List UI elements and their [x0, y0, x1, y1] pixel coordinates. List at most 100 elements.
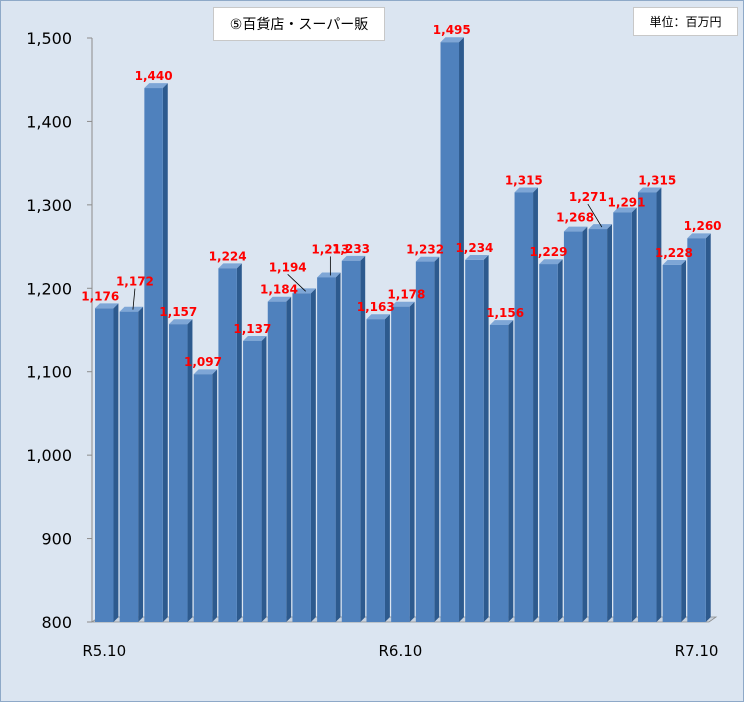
bar-side [409, 301, 415, 622]
bar-top [144, 83, 168, 89]
data-label: 1,228 [655, 246, 693, 260]
bar-top [243, 335, 267, 341]
bar-top [440, 37, 464, 43]
data-label: 1,291 [608, 195, 646, 209]
bar [563, 231, 583, 622]
bar [415, 261, 435, 622]
bar-side [681, 260, 687, 622]
bar [613, 212, 632, 622]
data-label: 1,194 [269, 260, 307, 274]
bar [267, 301, 287, 622]
bar-side [212, 369, 218, 622]
bar-side [631, 207, 637, 623]
data-label: 1,184 [260, 283, 298, 297]
bar-top [169, 319, 193, 325]
x-tick-label: R6.10 [378, 642, 422, 660]
data-label: 1,137 [233, 322, 271, 336]
bar [489, 324, 509, 622]
bar [144, 88, 163, 623]
bar-top [588, 224, 612, 230]
bar [366, 319, 385, 622]
y-tick-label: 1,500 [26, 29, 72, 48]
bar [440, 42, 460, 622]
data-label: 1,163 [357, 300, 395, 314]
data-label: 1,495 [433, 23, 471, 37]
bar-top [465, 255, 489, 260]
bar-side [310, 288, 316, 622]
bar [588, 229, 608, 622]
bar-top [415, 256, 440, 262]
y-tick-label: 900 [41, 530, 72, 549]
bar [119, 311, 139, 622]
bar-top [267, 296, 292, 302]
label-leader-line [132, 288, 136, 310]
bar-top [613, 207, 637, 213]
bar [341, 260, 361, 622]
data-label: 1,176 [81, 289, 119, 303]
data-label: 1,157 [159, 305, 197, 319]
y-tick-label: 800 [41, 613, 72, 632]
bar-side [261, 335, 267, 622]
bar [169, 324, 188, 622]
bar-side [582, 226, 588, 622]
bar [662, 264, 682, 622]
bar [218, 268, 237, 622]
data-label: 1,234 [455, 241, 493, 255]
bar-side [656, 187, 662, 622]
bar-side [286, 296, 292, 622]
x-tick-label: R5.10 [82, 642, 126, 660]
data-label: 1,172 [116, 275, 154, 289]
bar-top [292, 288, 316, 294]
bar-top [514, 187, 538, 193]
data-label: 1,315 [638, 173, 676, 187]
bar-side [533, 187, 538, 622]
bar-top [366, 314, 390, 320]
data-label: 1,156 [486, 306, 524, 320]
data-label: 1,229 [530, 245, 568, 259]
data-label: 1,233 [332, 242, 370, 256]
data-label: 1,097 [184, 355, 222, 369]
bar-top [637, 187, 662, 193]
bar-side [113, 303, 119, 622]
bar [243, 340, 262, 622]
bar-side [607, 224, 612, 622]
data-label: 1,213 [311, 242, 349, 256]
data-label: 1,315 [505, 173, 543, 187]
y-tick-label: 1,100 [26, 363, 72, 382]
bar-side [557, 259, 563, 622]
bar-side [508, 320, 514, 622]
data-label: 1,271 [569, 190, 607, 204]
data-label: 1,178 [387, 288, 425, 302]
bar-top [341, 255, 366, 261]
bar [514, 192, 534, 623]
data-label: 1,260 [684, 219, 722, 233]
bar-top [317, 272, 341, 278]
bar-side [434, 256, 440, 622]
bar [637, 192, 657, 623]
bar-top [687, 233, 711, 239]
data-label: 1,268 [556, 211, 594, 225]
bar-top [539, 259, 563, 265]
y-tick-label: 1,300 [26, 196, 72, 215]
chart-title: ⑤百貨店・スーパー販 [213, 7, 385, 41]
bar-top [218, 263, 242, 269]
bar [292, 293, 311, 622]
bar [95, 308, 114, 622]
data-label: 1,224 [209, 249, 247, 263]
bar-side [138, 306, 144, 622]
bar [391, 306, 410, 622]
bar-top [662, 260, 687, 265]
bar-top [489, 320, 514, 325]
y-tick-label: 1,200 [26, 279, 72, 298]
bar-side [187, 319, 193, 622]
bar [193, 374, 213, 622]
bar-side [483, 255, 489, 622]
bar-side [705, 233, 711, 623]
bar-side [384, 314, 390, 622]
data-label: 1,440 [135, 69, 173, 83]
bar [539, 264, 558, 622]
unit-label: 単位：百万円 [633, 7, 738, 36]
label-leader-line [587, 203, 603, 228]
bar [687, 238, 706, 622]
